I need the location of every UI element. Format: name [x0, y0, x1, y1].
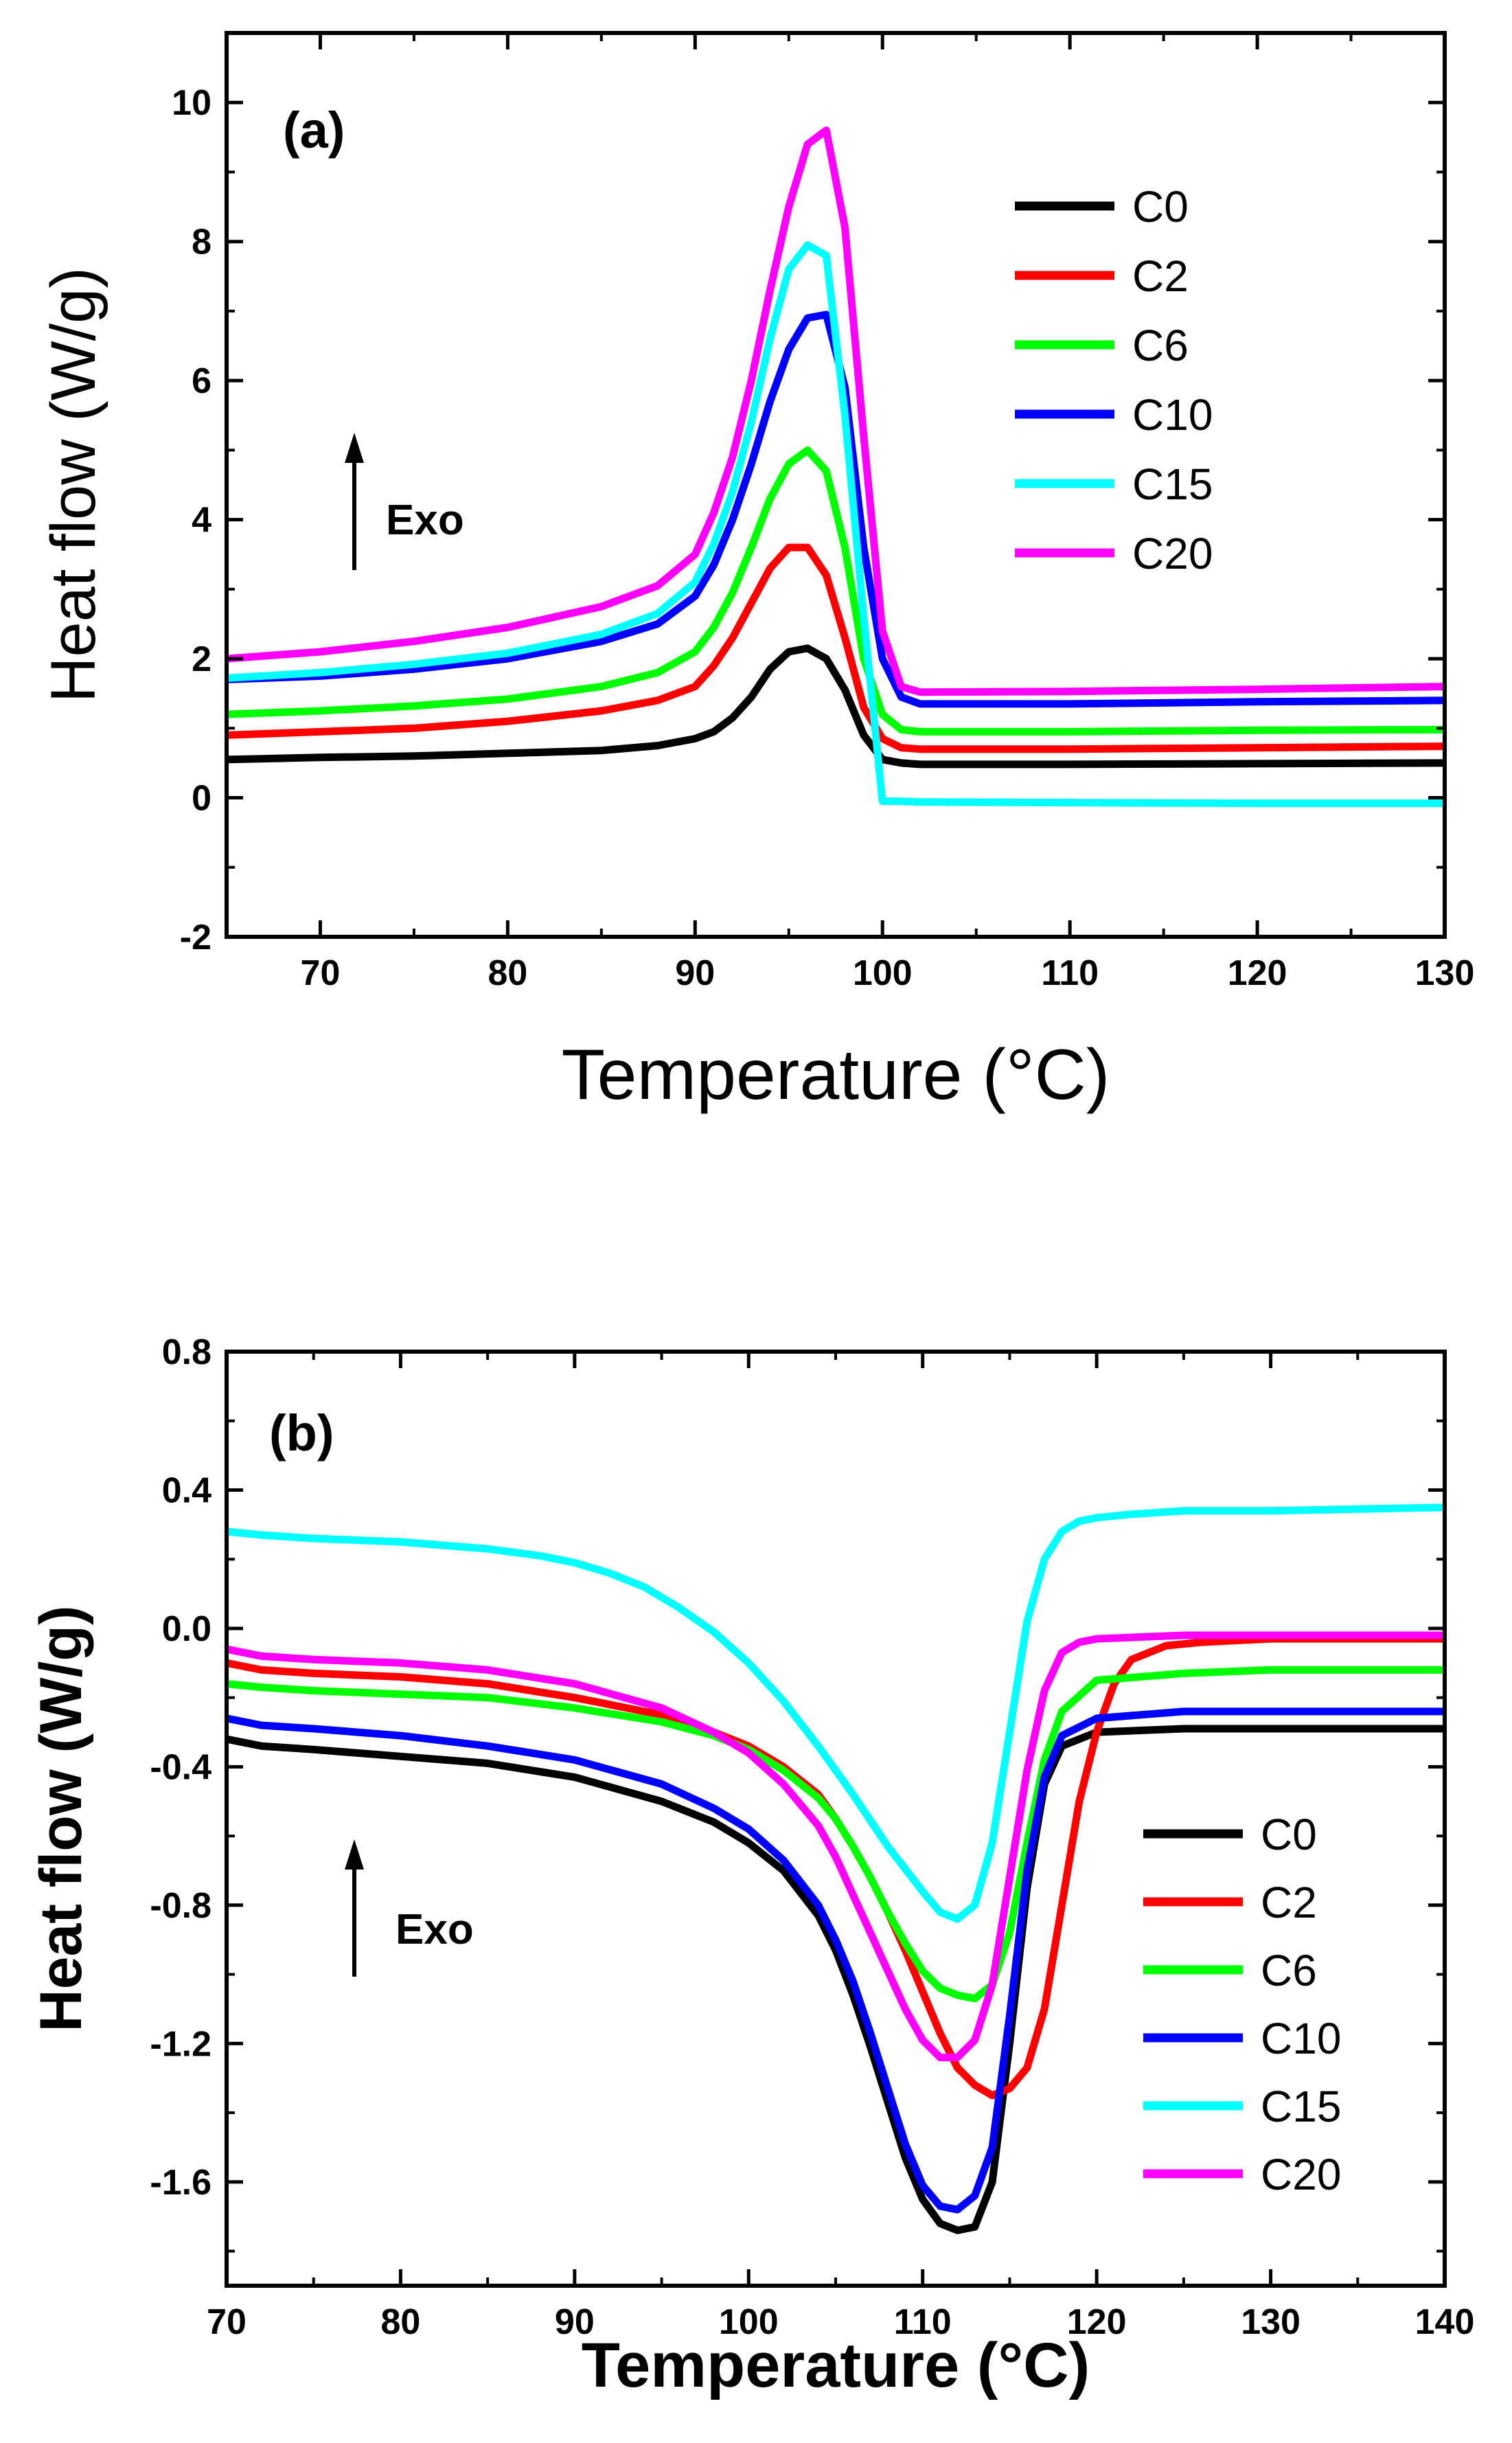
panel-label: (b) — [269, 1405, 334, 1462]
x-tick-label: 90 — [675, 953, 715, 993]
x-tick-label: 100 — [719, 2302, 779, 2342]
x-tick-label: 130 — [1241, 2302, 1301, 2342]
x-tick-label: 70 — [301, 953, 341, 993]
y-tick-label: -1.2 — [150, 2024, 211, 2064]
x-tick-label: 110 — [894, 2302, 952, 2342]
legend-label-c10: C10 — [1261, 2014, 1341, 2063]
series-line-c10 — [227, 310, 1445, 708]
y-axis-label: Heat flow (W/g) — [38, 267, 108, 703]
y-tick-label: 4 — [192, 501, 211, 541]
series-line-c6 — [227, 1666, 1445, 2003]
x-tick-label: 140 — [1415, 2302, 1475, 2342]
legend-label-c0: C0 — [1132, 182, 1189, 231]
panel-label: (a) — [283, 102, 345, 159]
series-lines — [227, 1503, 1445, 2234]
series-line-c15 — [227, 241, 1445, 808]
series-line-c6 — [227, 446, 1445, 736]
x-axis-label: Temperature (°C) — [562, 1035, 1110, 1115]
panel-a-chart: 70 80 90 100 110 120 130 -2 0 2 4 6 8 10 Temperature (… — [38, 31, 1475, 1115]
series-line-c2 — [227, 543, 1445, 753]
y-tick-label: 8 — [192, 223, 211, 262]
x-tick-label: 90 — [555, 2302, 595, 2342]
series-line-c20 — [227, 126, 1445, 696]
panel-b-chart: 70 80 90 100 110 120 130 140 -1.6 -1.2 -0.8 -0.4 0.0… — [28, 1332, 1474, 2400]
exo-arrow-head — [345, 433, 364, 463]
x-tick-label: 120 — [1228, 953, 1287, 993]
exo-label: Exo — [396, 1906, 474, 1953]
y-tick-label: 0 — [192, 779, 211, 819]
legend-label-c10: C10 — [1132, 390, 1213, 440]
series-line-c15 — [227, 1503, 1445, 1923]
legend-label-c6: C6 — [1132, 321, 1189, 370]
legend: C0 C2 C6 C10 C15 C20 — [1143, 1810, 1341, 2199]
y-tick-label: -1.6 — [150, 2163, 211, 2203]
x-tick-label: 120 — [1067, 2302, 1127, 2342]
y-tick-label: 6 — [192, 361, 211, 401]
y-tick-label: -2 — [180, 918, 211, 957]
x-tick-label: 100 — [853, 953, 913, 993]
y-tick-label: 2 — [192, 639, 211, 679]
legend-label-c0: C0 — [1261, 1810, 1317, 1859]
y-tick-label: -0.8 — [150, 1886, 211, 1926]
series-line-c2 — [227, 1635, 1445, 2100]
x-axis-label: Temperature (°C) — [582, 2330, 1090, 2400]
x-tick-label: 80 — [488, 953, 527, 993]
x-tick-label: 70 — [207, 2302, 247, 2342]
y-tick-label: 10 — [172, 83, 211, 123]
legend-label-c15: C15 — [1132, 459, 1213, 509]
y-tick-label: 0.8 — [162, 1332, 211, 1372]
y-tick-label: 0.4 — [162, 1470, 211, 1510]
x-tick-label: 80 — [381, 2302, 421, 2342]
legend-label-c20: C20 — [1132, 529, 1213, 578]
series-line-c20 — [227, 1631, 1445, 2062]
x-tick-label: 130 — [1415, 953, 1475, 993]
legend-label-c6: C6 — [1261, 1946, 1317, 1995]
series-line-c10 — [227, 1707, 1445, 2214]
legend-label-c20: C20 — [1261, 2150, 1341, 2199]
legend-label-c2: C2 — [1261, 1878, 1317, 1927]
plot-frame — [225, 31, 1447, 939]
x-tick-label: 110 — [1041, 953, 1099, 993]
legend-label-c2: C2 — [1132, 251, 1189, 301]
y-tick-label: 0.0 — [162, 1609, 211, 1649]
legend: C0 C2 C6 C10 C15 C20 — [1015, 182, 1213, 578]
exo-label: Exo — [386, 497, 464, 544]
series-line-c0 — [227, 644, 1445, 769]
series-lines — [227, 126, 1445, 808]
y-tick-label: -0.4 — [150, 1747, 211, 1787]
legend-label-c15: C15 — [1261, 2082, 1341, 2131]
exo-arrow-head — [345, 1839, 364, 1870]
y-axis-label: Heat flow (W/g) — [28, 1605, 94, 2032]
